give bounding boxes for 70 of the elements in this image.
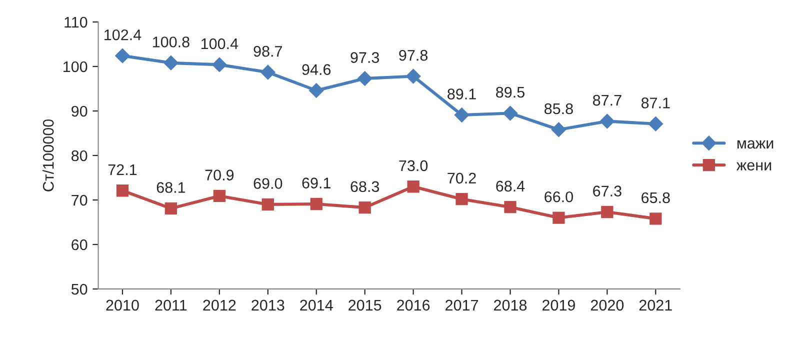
point [212,57,227,72]
x-tick-label: 2014 [300,300,333,311]
y-tick-label: 90 [72,106,88,117]
point [551,122,566,138]
data-label: 98.7 [254,46,282,57]
x-tick-label: 2016 [397,300,430,311]
y-tick-label: 60 [72,239,88,250]
x-tick-label: 2010 [106,300,139,311]
data-label: 68.3 [350,181,380,192]
data-label: 72.1 [108,164,137,175]
y-tick-label: 50 [71,284,88,295]
data-label: 87.7 [592,94,622,106]
point [308,83,324,98]
point [648,116,664,132]
data-label: 94.6 [302,64,331,75]
point [260,64,276,80]
data-label: 89.1 [448,88,476,100]
point [601,206,614,218]
data-label: 69.0 [254,178,282,189]
point [310,198,322,210]
data-label: 68.1 [156,182,186,193]
point [600,114,615,129]
point [164,202,178,215]
data-label: 100.8 [153,36,190,48]
x-tick-label: 2012 [203,300,236,311]
y-tick-label: 70 [72,194,88,206]
y-tick-label: 100 [64,61,88,72]
point [406,68,421,84]
data-label: 100.4 [201,38,238,50]
point [454,108,470,122]
x-tick-label: 2015 [348,300,382,311]
data-label: 97.3 [350,52,380,63]
data-label: 67.3 [593,186,622,196]
data-label: 68.4 [496,180,525,192]
x-tick-label: 2020 [590,300,624,311]
point [358,201,371,214]
legend-label: жени [736,162,772,171]
data-label: 89.5 [496,86,524,98]
point [357,71,372,86]
point [116,184,129,197]
data-label: 66.0 [544,191,573,202]
x-tick-label: 2018 [494,300,527,311]
x-tick-label: 2019 [542,300,575,311]
point [164,56,178,70]
x-tick-label: 2021 [639,300,672,311]
x-tick-label: 2011 [155,300,187,311]
point [502,106,518,121]
point [407,180,420,193]
data-label: 97.8 [399,50,428,61]
point [213,190,226,202]
data-label: 65.8 [642,192,670,204]
point [115,48,130,64]
data-label: 69.1 [302,178,330,188]
y-tick-label: 110 [64,16,88,28]
point [504,201,516,214]
point [552,212,565,224]
point [262,198,274,211]
data-label: 70.9 [205,170,234,180]
data-label: 87.1 [641,98,670,108]
x-tick-label: 2017 [446,300,478,311]
x-tick-label: 2013 [252,300,284,311]
point [650,212,662,225]
point [456,193,468,206]
y-tick-label: 80 [72,150,88,162]
y-axis-title: Ст/100000 [42,119,54,192]
data-label: 85.8 [544,103,573,114]
data-label: 73.0 [399,160,428,172]
data-label: 102.4 [104,29,142,40]
data-label: 70.2 [448,172,476,184]
legend-label: мажи [737,140,774,149]
